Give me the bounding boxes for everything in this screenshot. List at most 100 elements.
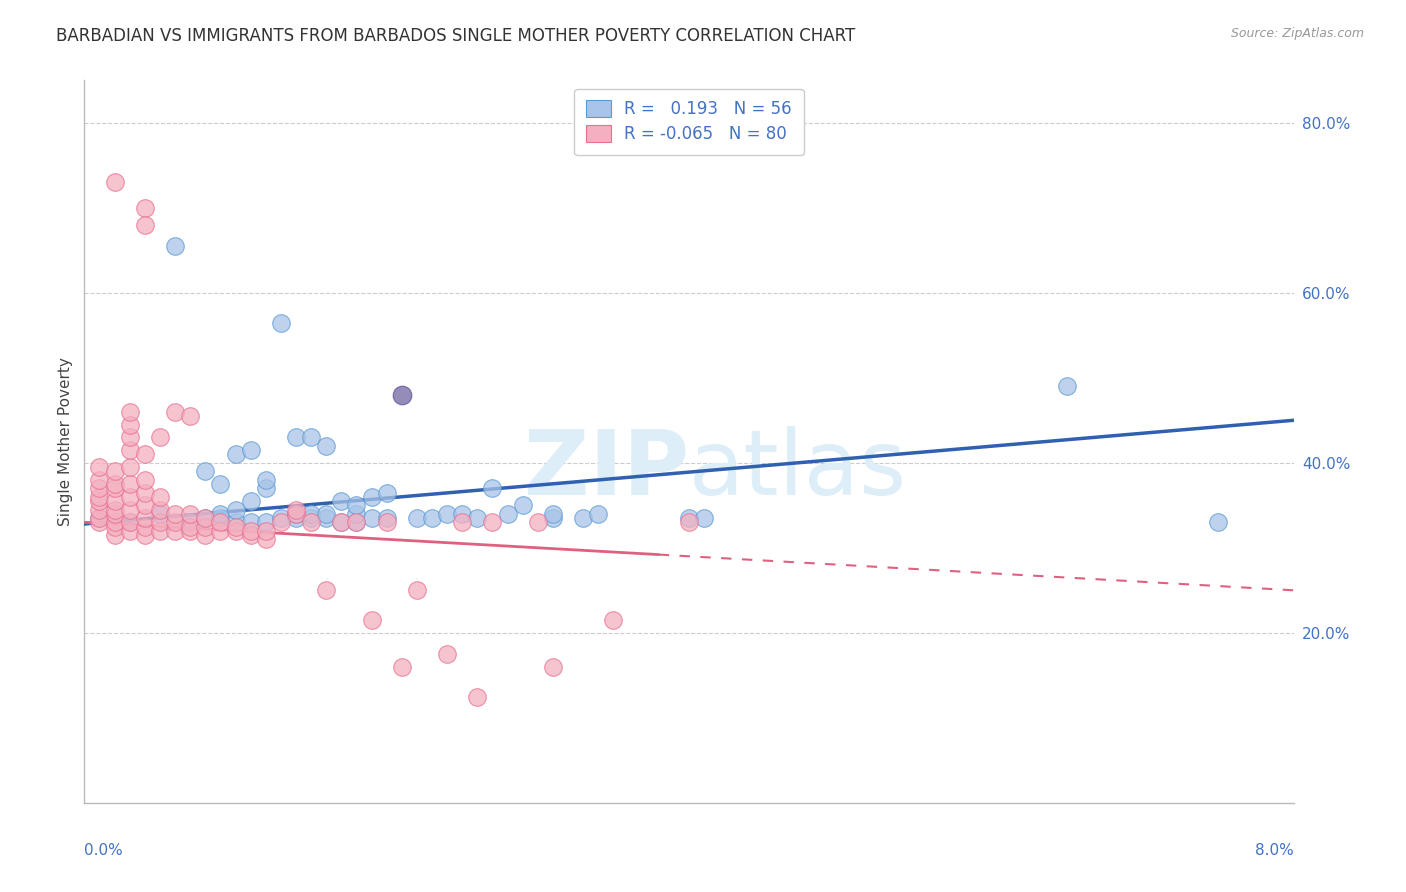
Point — [118, 516, 141, 530]
Point — [179, 516, 201, 530]
Point — [134, 201, 156, 215]
Point — [179, 524, 201, 538]
Point — [149, 502, 172, 516]
Point — [209, 507, 232, 521]
Point — [1206, 516, 1229, 530]
Point — [118, 405, 141, 419]
Point — [588, 507, 610, 521]
Point — [541, 660, 564, 674]
Point — [225, 516, 247, 530]
Point — [285, 430, 308, 444]
Point — [209, 511, 232, 525]
Point — [360, 511, 382, 525]
Point — [104, 175, 127, 189]
Point — [104, 507, 127, 521]
Point — [346, 516, 368, 530]
Point — [134, 519, 156, 533]
Point — [134, 498, 156, 512]
Point — [118, 502, 141, 516]
Point — [89, 460, 111, 475]
Point — [285, 507, 308, 521]
Point — [527, 516, 550, 530]
Point — [149, 430, 172, 444]
Point — [1056, 379, 1078, 393]
Point — [315, 511, 337, 525]
Point — [481, 481, 503, 495]
Point — [391, 660, 413, 674]
Point — [165, 405, 187, 419]
Point — [89, 502, 111, 516]
Point — [270, 516, 292, 530]
Point — [118, 417, 141, 432]
Point — [194, 464, 217, 478]
Point — [375, 485, 398, 500]
Point — [225, 524, 247, 538]
Point — [89, 490, 111, 504]
Point — [406, 583, 429, 598]
Point — [179, 507, 201, 521]
Point — [254, 481, 277, 495]
Text: BARBADIAN VS IMMIGRANTS FROM BARBADOS SINGLE MOTHER POVERTY CORRELATION CHART: BARBADIAN VS IMMIGRANTS FROM BARBADOS SI… — [56, 27, 855, 45]
Point — [330, 516, 353, 530]
Point — [239, 494, 262, 508]
Point — [360, 613, 382, 627]
Point — [134, 511, 156, 525]
Point — [346, 507, 368, 521]
Point — [602, 613, 624, 627]
Point — [436, 647, 458, 661]
Point — [572, 511, 595, 525]
Point — [693, 511, 716, 525]
Point — [149, 524, 172, 538]
Point — [375, 516, 398, 530]
Point — [375, 511, 398, 525]
Point — [225, 519, 247, 533]
Point — [391, 388, 413, 402]
Point — [89, 511, 111, 525]
Point — [104, 464, 127, 478]
Point — [165, 239, 187, 253]
Point — [118, 516, 141, 530]
Point — [299, 507, 322, 521]
Point — [436, 507, 458, 521]
Point — [134, 485, 156, 500]
Point — [315, 439, 337, 453]
Text: 8.0%: 8.0% — [1254, 843, 1294, 857]
Point — [239, 524, 262, 538]
Point — [254, 516, 277, 530]
Y-axis label: Single Mother Poverty: Single Mother Poverty — [58, 357, 73, 526]
Point — [89, 481, 111, 495]
Point — [89, 516, 111, 530]
Point — [194, 511, 217, 525]
Point — [149, 507, 172, 521]
Point — [239, 516, 262, 530]
Point — [315, 583, 337, 598]
Point — [179, 519, 201, 533]
Point — [541, 511, 564, 525]
Point — [451, 507, 474, 521]
Point — [89, 494, 111, 508]
Point — [118, 490, 141, 504]
Text: 0.0%: 0.0% — [84, 843, 124, 857]
Text: ZIP: ZIP — [524, 426, 689, 515]
Point — [270, 511, 292, 525]
Point — [118, 430, 141, 444]
Point — [134, 218, 156, 232]
Point — [104, 519, 127, 533]
Point — [194, 519, 217, 533]
Point — [118, 477, 141, 491]
Point — [285, 502, 308, 516]
Point — [678, 516, 700, 530]
Point — [134, 473, 156, 487]
Point — [134, 528, 156, 542]
Point — [330, 494, 353, 508]
Point — [209, 524, 232, 538]
Point — [270, 316, 292, 330]
Point — [225, 502, 247, 516]
Point — [165, 516, 187, 530]
Point — [360, 490, 382, 504]
Point — [467, 511, 489, 525]
Point — [541, 507, 564, 521]
Point — [149, 490, 172, 504]
Point — [104, 528, 127, 542]
Point — [165, 524, 187, 538]
